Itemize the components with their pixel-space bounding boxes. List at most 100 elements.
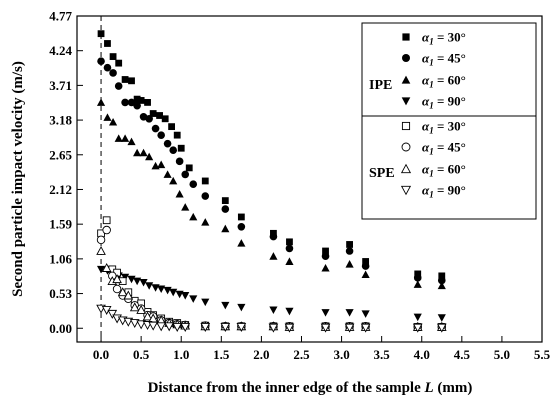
data-point-s0-6 (133, 95, 141, 103)
data-point-s3-22 (345, 309, 354, 317)
data-point-s7-19 (320, 323, 331, 333)
data-point-s0-9 (149, 110, 157, 117)
data-point-s1-23 (361, 262, 370, 270)
legend-value-3: = 90° (434, 94, 466, 109)
data-point-s1-25 (437, 276, 446, 285)
data-point-s3-20 (285, 307, 294, 316)
data-point-s7-5 (123, 317, 134, 327)
data-point-s3-5 (127, 275, 136, 284)
legend-alpha-5: α (422, 140, 430, 155)
data-point-s6-3 (112, 274, 122, 284)
data-point-s1-24 (413, 274, 422, 282)
series-0 (97, 30, 446, 280)
legend-marker-7 (400, 185, 412, 196)
y-tick-label-4: 2.12 (49, 182, 72, 197)
legend-value-5: = 45° (434, 140, 466, 155)
data-point-s7-9 (148, 321, 158, 331)
legend-marker-5 (401, 142, 411, 152)
legend-label-0: α1 = 30° (422, 30, 466, 47)
data-point-s0-7 (137, 97, 145, 104)
data-point-s2-2 (108, 117, 118, 126)
y-tick-label-9: 4.77 (49, 9, 72, 24)
data-point-s3-16 (201, 298, 210, 307)
legend-box (361, 22, 537, 220)
data-point-s2-10 (157, 160, 166, 169)
legend-subscript-4: 1 (429, 126, 434, 136)
data-point-s0-14 (177, 144, 185, 152)
data-point-s2-20 (285, 257, 294, 265)
data-point-s6-7 (136, 304, 146, 314)
legend-label-2: α1 = 60° (422, 73, 466, 90)
legend-alpha-3: α (422, 94, 430, 109)
x-tick-label-2: 1.0 (173, 347, 189, 362)
data-point-s3-23 (361, 310, 370, 318)
data-point-s7-23 (436, 323, 447, 333)
data-point-s2-13 (175, 189, 184, 198)
data-point-s6-4 (117, 287, 128, 297)
data-point-s0-1 (104, 40, 111, 47)
data-point-s6-6 (129, 302, 140, 312)
legend-value-2: = 60° (434, 73, 466, 88)
data-point-s2-18 (237, 239, 246, 247)
data-point-s2-19 (269, 252, 278, 260)
data-point-s1-15 (189, 180, 198, 189)
legend-marker-2 (401, 75, 411, 84)
data-point-s3-17 (221, 301, 230, 310)
data-point-s1-5 (127, 98, 136, 107)
x-axis-variable: L (424, 380, 434, 396)
x-tick-label-11: 5.5 (534, 347, 550, 362)
data-point-s0-8 (144, 99, 151, 106)
x-tick-label-10: 5.0 (494, 347, 510, 362)
data-point-s1-0 (97, 57, 105, 65)
data-point-s1-12 (169, 146, 178, 154)
data-point-s0-3 (115, 59, 123, 67)
data-point-s1-14 (181, 170, 190, 179)
data-point-s3-7 (139, 278, 148, 287)
data-point-s2-15 (189, 212, 198, 221)
data-point-s7-2 (107, 309, 118, 319)
data-point-s2-8 (145, 152, 154, 161)
legend-value-0: = 30° (434, 30, 466, 45)
legend-label-4: α1 = 30° (422, 119, 466, 136)
data-marks (96, 30, 447, 333)
y-tick-label-2: 1.06 (49, 251, 72, 266)
data-point-s3-0 (96, 265, 106, 274)
legend-label-5: α1 = 45° (422, 140, 466, 157)
legend-marker-1 (402, 54, 410, 62)
y-tick-label-0: 0.00 (49, 321, 72, 336)
x-tick-label-4: 2.0 (253, 347, 269, 362)
data-point-s2-6 (133, 148, 142, 157)
data-point-s7-7 (136, 320, 146, 330)
data-point-s1-4 (121, 98, 129, 107)
data-point-s3-12 (169, 288, 178, 297)
x-tick-label-5: 2.5 (293, 347, 310, 362)
data-point-s4-1 (102, 216, 111, 225)
data-point-s6-8 (142, 311, 153, 321)
data-point-s5-3 (112, 284, 122, 294)
x-tick-label-0: 0.0 (93, 347, 109, 362)
data-point-s5-0 (96, 235, 106, 245)
y-axis-title: Second particle impact velocity (m/s) (10, 61, 26, 297)
x-tick-label-6: 3.0 (333, 347, 349, 362)
legend-value-7: = 90° (434, 183, 466, 198)
legend-label-1: α1 = 45° (422, 51, 466, 68)
data-point-s1-18 (237, 222, 246, 231)
data-point-s7-14 (200, 323, 211, 332)
data-point-s1-3 (114, 82, 123, 90)
legend-group-spe: SPE (369, 166, 395, 181)
data-point-s2-23 (361, 270, 370, 279)
legend-entry-0: α1 = 30° (402, 30, 466, 47)
data-point-s0-5 (128, 77, 135, 85)
data-point-s0-2 (109, 53, 117, 60)
data-point-s1-21 (321, 252, 330, 261)
data-point-s3-19 (269, 306, 278, 315)
data-point-s3-18 (237, 303, 246, 312)
legend-marker-0 (402, 33, 410, 41)
data-point-s3-6 (133, 277, 142, 286)
data-point-s3-8 (145, 282, 154, 290)
series-2 (96, 98, 446, 290)
legend-alpha-7: α (422, 183, 430, 198)
legend-alpha-2: α (422, 73, 430, 88)
legend-marker-6 (400, 163, 412, 174)
